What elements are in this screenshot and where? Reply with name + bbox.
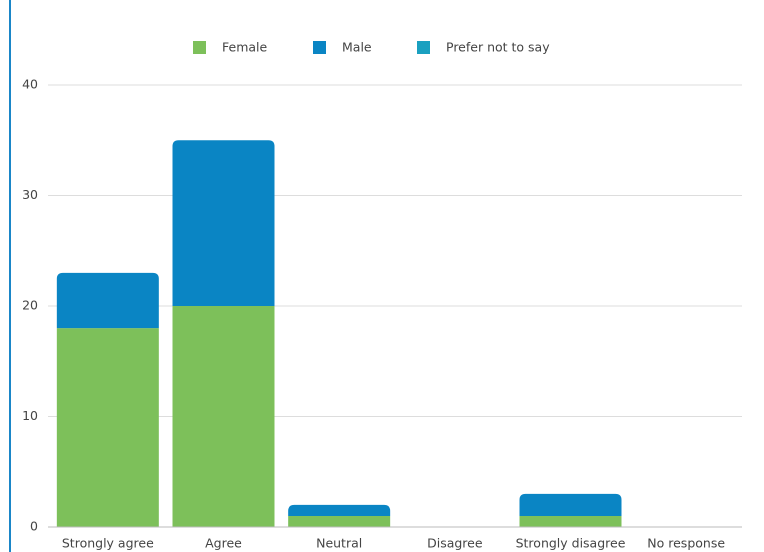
bar-segment	[288, 504, 391, 516]
y-tick-label: 0	[30, 519, 38, 534]
bar-segment	[519, 493, 622, 516]
x-tick-label: Disagree	[427, 536, 483, 551]
legend-swatch	[313, 41, 326, 54]
y-tick-label: 40	[22, 77, 38, 92]
x-tick-label: Strongly disagree	[516, 536, 626, 551]
legend-label: Female	[222, 40, 268, 55]
legend-label: Male	[342, 40, 372, 55]
bar-segment	[172, 306, 275, 527]
bar-segment	[56, 272, 159, 329]
y-tick-label: 10	[22, 408, 38, 423]
legend-label: Prefer not to say	[446, 40, 550, 55]
x-tick-label: No response	[647, 536, 725, 551]
legend-swatch	[417, 41, 430, 54]
bar-segment	[519, 515, 622, 527]
legend-swatch	[193, 41, 206, 54]
x-tick-label: Agree	[205, 536, 242, 551]
bar-segment	[288, 515, 391, 527]
bar-segment	[172, 140, 275, 306]
y-tick-label: 20	[22, 298, 38, 313]
bar-segment	[56, 328, 159, 527]
x-tick-label: Neutral	[316, 536, 362, 551]
y-tick-label: 30	[22, 187, 38, 202]
x-tick-label: Strongly agree	[62, 536, 154, 551]
